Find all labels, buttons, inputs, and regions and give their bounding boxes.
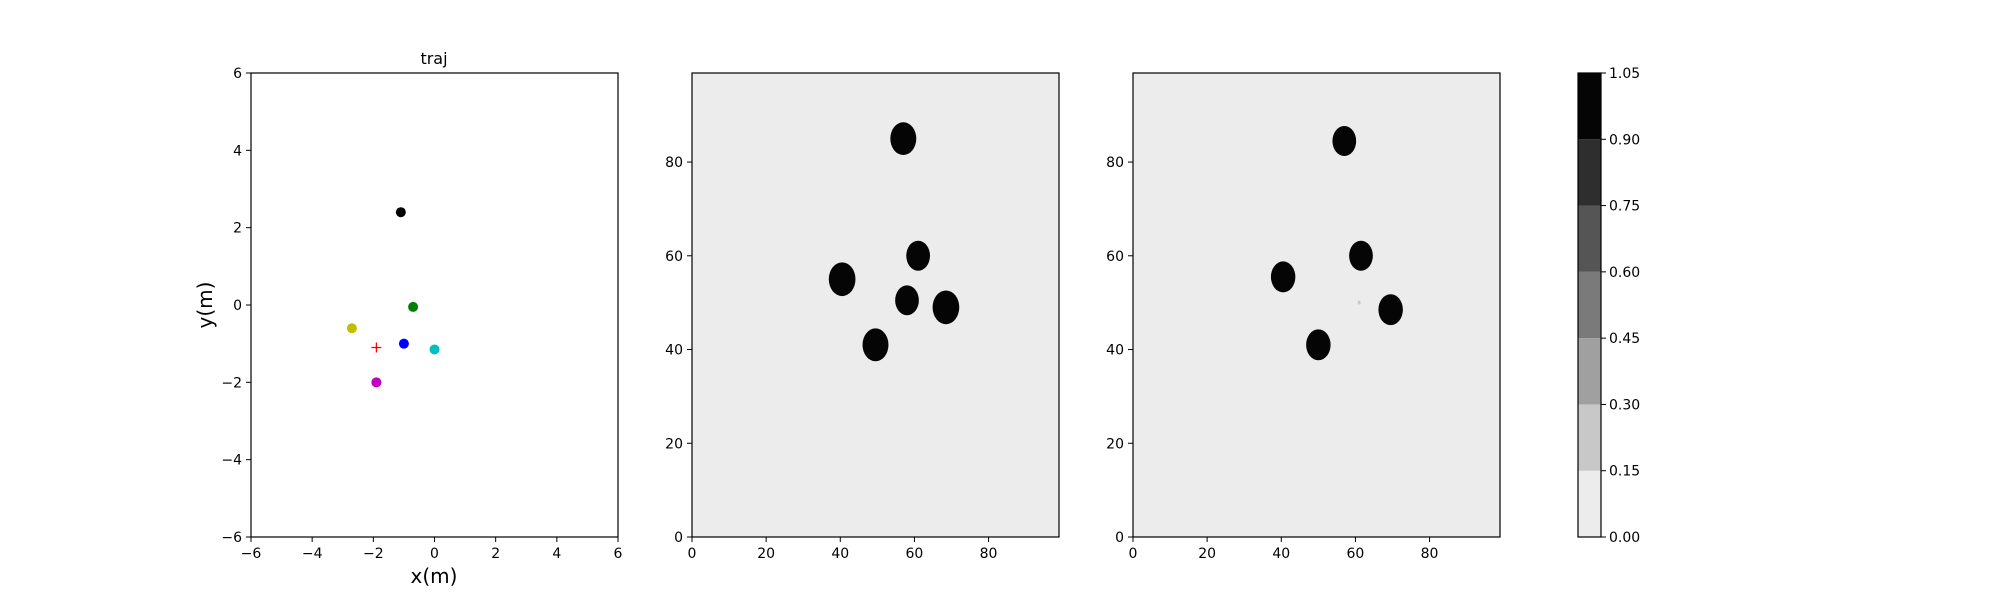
y-tick-label: 80 — [1106, 155, 1124, 171]
x-tick-label: 0 — [688, 546, 697, 562]
colorbar-tick-label: 0.45 — [1609, 331, 1640, 347]
scatter-point — [395, 207, 406, 218]
y-tick-label: 2 — [233, 221, 242, 237]
plot-frame — [691, 72, 1060, 538]
colorbar-tick-label: 0.75 — [1609, 199, 1640, 215]
occupancy-blob — [895, 285, 919, 316]
scatter-point — [346, 323, 357, 334]
colorbar-tick-label: 0.15 — [1609, 464, 1640, 480]
x-tick-label: 0 — [430, 546, 439, 562]
x-tick-label: 20 — [757, 546, 775, 562]
y-tick-label: 80 — [665, 155, 683, 171]
occupancy-blob — [890, 122, 917, 156]
y-tick-label: 40 — [665, 343, 683, 359]
y-tick-label: 4 — [233, 143, 242, 159]
scatter-point — [408, 301, 419, 312]
x-tick-label: 20 — [1198, 546, 1216, 562]
y-tick-label: 20 — [1106, 436, 1124, 452]
colorbar-tick-label: 0.30 — [1609, 397, 1640, 413]
colorbar-band — [1578, 404, 1601, 471]
plot-frame — [250, 72, 619, 538]
occupancy-blob — [932, 290, 960, 325]
occupancy-blob — [862, 328, 889, 362]
scatter-point — [398, 338, 409, 349]
x-tick-label: 40 — [1272, 546, 1290, 562]
occupancy-blob — [1357, 300, 1361, 305]
y-tick-label: 40 — [1106, 343, 1124, 359]
colorbar-band — [1578, 139, 1601, 206]
occupancy-blob — [906, 240, 930, 271]
colorbar-tick-label: 0.60 — [1609, 265, 1640, 281]
colorbar-tick-label: 0.90 — [1609, 132, 1640, 148]
occupancy-blob — [1306, 329, 1331, 361]
x-tick-label: 0 — [1129, 546, 1138, 562]
colorbar-frame — [1577, 72, 1602, 538]
colorbar-tick-label: 0.00 — [1609, 530, 1640, 546]
y-tick-label: 0 — [674, 530, 683, 546]
colorbar-band — [1578, 205, 1601, 272]
x-tick-label: 60 — [1347, 546, 1365, 562]
scatter-point-plus — [371, 342, 382, 353]
y-tick-label: 0 — [233, 298, 242, 314]
occupancy-map-panel-1: 0 20 40 60 80 0 20 40 60 80 — [665, 72, 1060, 562]
y-tick-label: 0 — [1115, 530, 1124, 546]
scatter-point — [371, 377, 382, 388]
colorbar-band — [1578, 470, 1601, 537]
x-tick-label: 2 — [491, 546, 500, 562]
occupancy-blob — [1270, 261, 1296, 293]
x-tick-label: 4 — [552, 546, 561, 562]
x-tick-label: 80 — [980, 546, 998, 562]
map-background — [1133, 73, 1500, 537]
occupancy-map-panel-2: 0 20 40 60 80 0 20 40 60 80 — [1106, 72, 1501, 562]
plot-frame — [1132, 72, 1501, 538]
x-tick-label: 40 — [831, 546, 849, 562]
x-tick-label: 6 — [614, 546, 623, 562]
colorbar: 0.00 0.15 0.30 0.45 0.60 0.75 0.90 1.05 — [1577, 66, 1640, 546]
map-background — [692, 73, 1059, 537]
y-tick-label: −4 — [221, 453, 242, 469]
y-tick-label: −2 — [221, 375, 242, 391]
colorbar-band — [1578, 271, 1601, 339]
y-tick-label: 6 — [233, 66, 242, 82]
y-tick-label: 60 — [1106, 249, 1124, 265]
x-axis-title: x(m) — [411, 564, 458, 588]
y-axis-title: y(m) — [193, 282, 217, 329]
occupancy-blob — [1378, 294, 1403, 326]
occupancy-blob — [1332, 125, 1357, 156]
occupancy-blob — [1349, 240, 1373, 271]
colorbar-band — [1578, 338, 1601, 405]
x-tick-label: −2 — [363, 546, 384, 562]
x-tick-label: −4 — [302, 546, 323, 562]
occupancy-blob — [828, 262, 856, 297]
y-tick-label: −6 — [221, 530, 242, 546]
colorbar-band — [1578, 73, 1601, 140]
trajectory-scatter-panel: traj x(m) y(m) −6 −4 −2 0 2 4 6 −6 −4 −2 0 2 4 6 — [193, 49, 623, 588]
x-tick-label: 60 — [906, 546, 924, 562]
y-tick-label: 60 — [665, 249, 683, 265]
chart-title: traj — [420, 49, 447, 68]
colorbar-tick-label: 1.05 — [1609, 66, 1640, 82]
x-tick-label: −6 — [241, 546, 262, 562]
x-tick-label: 80 — [1421, 546, 1439, 562]
y-tick-label: 20 — [665, 436, 683, 452]
scatter-point — [429, 344, 440, 355]
